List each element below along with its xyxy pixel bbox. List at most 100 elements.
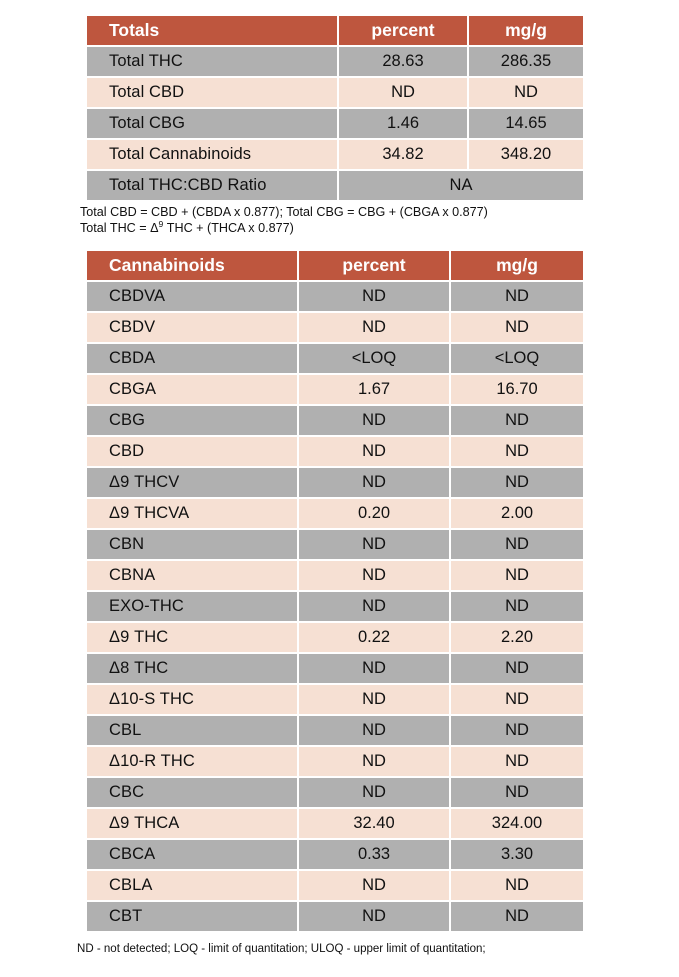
cannabinoid-row-label: CBDA — [87, 344, 297, 373]
table-row: CBD ND ND — [87, 437, 583, 466]
cannabinoid-row-label: CBNA — [87, 561, 297, 590]
cannabinoid-row-label: Δ9 THC — [87, 623, 297, 652]
cannabinoid-row-mgg: ND — [451, 592, 583, 621]
cannabinoid-row-percent: ND — [299, 406, 449, 435]
cannabinoid-row-percent: ND — [299, 902, 449, 931]
cannabinoid-row-percent: ND — [299, 778, 449, 807]
cannabinoid-row-mgg: 16.70 — [451, 375, 583, 404]
totals-row-mgg: 14.65 — [469, 109, 583, 138]
table-row: Total CBG 1.46 14.65 — [87, 109, 583, 138]
totals-row-label: Total CBG — [87, 109, 337, 138]
cannabinoids-table-head: Cannabinoids percent mg/g — [87, 251, 583, 280]
table-row: CBN ND ND — [87, 530, 583, 559]
cannabinoid-row-label: CBD — [87, 437, 297, 466]
table-row: Total THC 28.63 286.35 — [87, 47, 583, 76]
cannabinoid-row-mgg: 2.20 — [451, 623, 583, 652]
cannabinoids-header-label: Cannabinoids — [87, 251, 297, 280]
table-row: EXO-THC ND ND — [87, 592, 583, 621]
cannabinoid-row-mgg: ND — [451, 685, 583, 714]
totals-row-mgg: 286.35 — [469, 47, 583, 76]
cannabinoid-row-mgg: ND — [451, 530, 583, 559]
cannabinoid-row-label: CBLA — [87, 871, 297, 900]
cannabinoid-row-mgg: ND — [451, 468, 583, 497]
cannabinoid-row-mgg: ND — [451, 437, 583, 466]
cannabinoid-row-mgg: ND — [451, 902, 583, 931]
cannabinoid-row-label: CBGA — [87, 375, 297, 404]
totals-row-mgg: 348.20 — [469, 140, 583, 169]
cannabinoid-row-label: EXO-THC — [87, 592, 297, 621]
cannabinoids-table-container: Cannabinoids percent mg/g CBDVA ND ND CBDV N… — [85, 249, 583, 933]
totals-ratio-label: Total THC:CBD Ratio — [87, 171, 337, 200]
cannabinoid-row-label: CBDVA — [87, 282, 297, 311]
totals-row-percent: 34.82 — [339, 140, 467, 169]
cannabinoid-row-percent: <LOQ — [299, 344, 449, 373]
cannabinoids-table-body: CBDVA ND ND CBDV ND ND CBDA <LOQ <LOQ CBGA 1.67 16.… — [87, 282, 583, 931]
table-row: CBLA ND ND — [87, 871, 583, 900]
table-row: Δ10-R THC ND ND — [87, 747, 583, 776]
cannabinoid-row-percent: ND — [299, 530, 449, 559]
totals-footnote: Total CBD = CBD + (CBDA x 0.877); Total … — [80, 205, 640, 236]
cannabinoid-row-percent: 1.67 — [299, 375, 449, 404]
totals-row-percent: 1.46 — [339, 109, 467, 138]
cannabinoid-row-mgg: 2.00 — [451, 499, 583, 528]
cannabinoid-row-label: CBC — [87, 778, 297, 807]
cannabinoid-row-percent: ND — [299, 313, 449, 342]
cannabinoid-row-label: Δ10-R THC — [87, 747, 297, 776]
table-row: CBL ND ND — [87, 716, 583, 745]
cannabinoid-row-label: CBCA — [87, 840, 297, 869]
cannabinoid-row-label: Δ9 THCA — [87, 809, 297, 838]
totals-row-mgg: ND — [469, 78, 583, 107]
cannabinoid-row-mgg: ND — [451, 747, 583, 776]
cannabinoids-table: Cannabinoids percent mg/g CBDVA ND ND CBDV N… — [85, 249, 585, 933]
cannabinoid-row-label: CBT — [87, 902, 297, 931]
totals-table-body: Total THC 28.63 286.35 Total CBD ND ND Total C… — [87, 47, 583, 200]
table-row: Δ10-S THC ND ND — [87, 685, 583, 714]
totals-row-label: Total CBD — [87, 78, 337, 107]
cannabinoid-row-percent: 32.40 — [299, 809, 449, 838]
cannabinoid-row-mgg: ND — [451, 716, 583, 745]
table-row: Total CBD ND ND — [87, 78, 583, 107]
table-row: Δ9 THC 0.22 2.20 — [87, 623, 583, 652]
cannabinoid-row-percent: 0.20 — [299, 499, 449, 528]
table-row: Total Cannabinoids 34.82 348.20 — [87, 140, 583, 169]
totals-table: Totals percent mg/g Total THC 28.63 286.35… — [85, 14, 585, 202]
cannabinoid-row-label: CBG — [87, 406, 297, 435]
cannabinoid-row-percent: ND — [299, 592, 449, 621]
cannabinoid-row-mgg: ND — [451, 871, 583, 900]
totals-row-label: Total THC — [87, 47, 337, 76]
table-row: CBDA <LOQ <LOQ — [87, 344, 583, 373]
cannabinoid-row-mgg: ND — [451, 561, 583, 590]
totals-header-percent: percent — [339, 16, 467, 45]
table-row: CBDVA ND ND — [87, 282, 583, 311]
cannabinoid-row-mgg: <LOQ — [451, 344, 583, 373]
cannabinoid-row-percent: ND — [299, 561, 449, 590]
delta-symbol: Δ — [150, 220, 159, 235]
cannabinoid-row-label: Δ8 THC — [87, 654, 297, 683]
cannabinoid-row-percent: ND — [299, 468, 449, 497]
totals-footnote-line-1: Total CBD = CBD + (CBDA x 0.877); Total … — [80, 205, 488, 219]
bottom-footnote: ND - not detected; LOQ - limit of quanti… — [77, 941, 486, 955]
totals-table-head: Totals percent mg/g — [87, 16, 583, 45]
cannabinoid-row-percent: ND — [299, 685, 449, 714]
cannabinoid-row-percent: ND — [299, 282, 449, 311]
cannabinoids-header-percent: percent — [299, 251, 449, 280]
cannabinoid-row-percent: ND — [299, 716, 449, 745]
cannabinoid-row-mgg: ND — [451, 654, 583, 683]
cannabinoid-row-label: Δ9 THCV — [87, 468, 297, 497]
table-row: CBC ND ND — [87, 778, 583, 807]
cannabinoid-row-mgg: ND — [451, 313, 583, 342]
table-row: Total THC:CBD Ratio NA — [87, 171, 583, 200]
cannabinoid-row-percent: ND — [299, 871, 449, 900]
totals-footnote-line-2: Total THC = Δ9 THC + (THCA x 0.877) — [80, 219, 640, 237]
table-row: CBT ND ND — [87, 902, 583, 931]
cannabinoid-row-mgg: 324.00 — [451, 809, 583, 838]
cannabinoids-header-row: Cannabinoids percent mg/g — [87, 251, 583, 280]
table-row: Δ8 THC ND ND — [87, 654, 583, 683]
cannabinoid-row-percent: ND — [299, 437, 449, 466]
totals-header-label: Totals — [87, 16, 337, 45]
totals-ratio-value: NA — [339, 171, 583, 200]
cannabinoid-row-percent: 0.22 — [299, 623, 449, 652]
table-row: CBNA ND ND — [87, 561, 583, 590]
table-row: Δ9 THCA 32.40 324.00 — [87, 809, 583, 838]
cannabinoid-row-mgg: ND — [451, 282, 583, 311]
